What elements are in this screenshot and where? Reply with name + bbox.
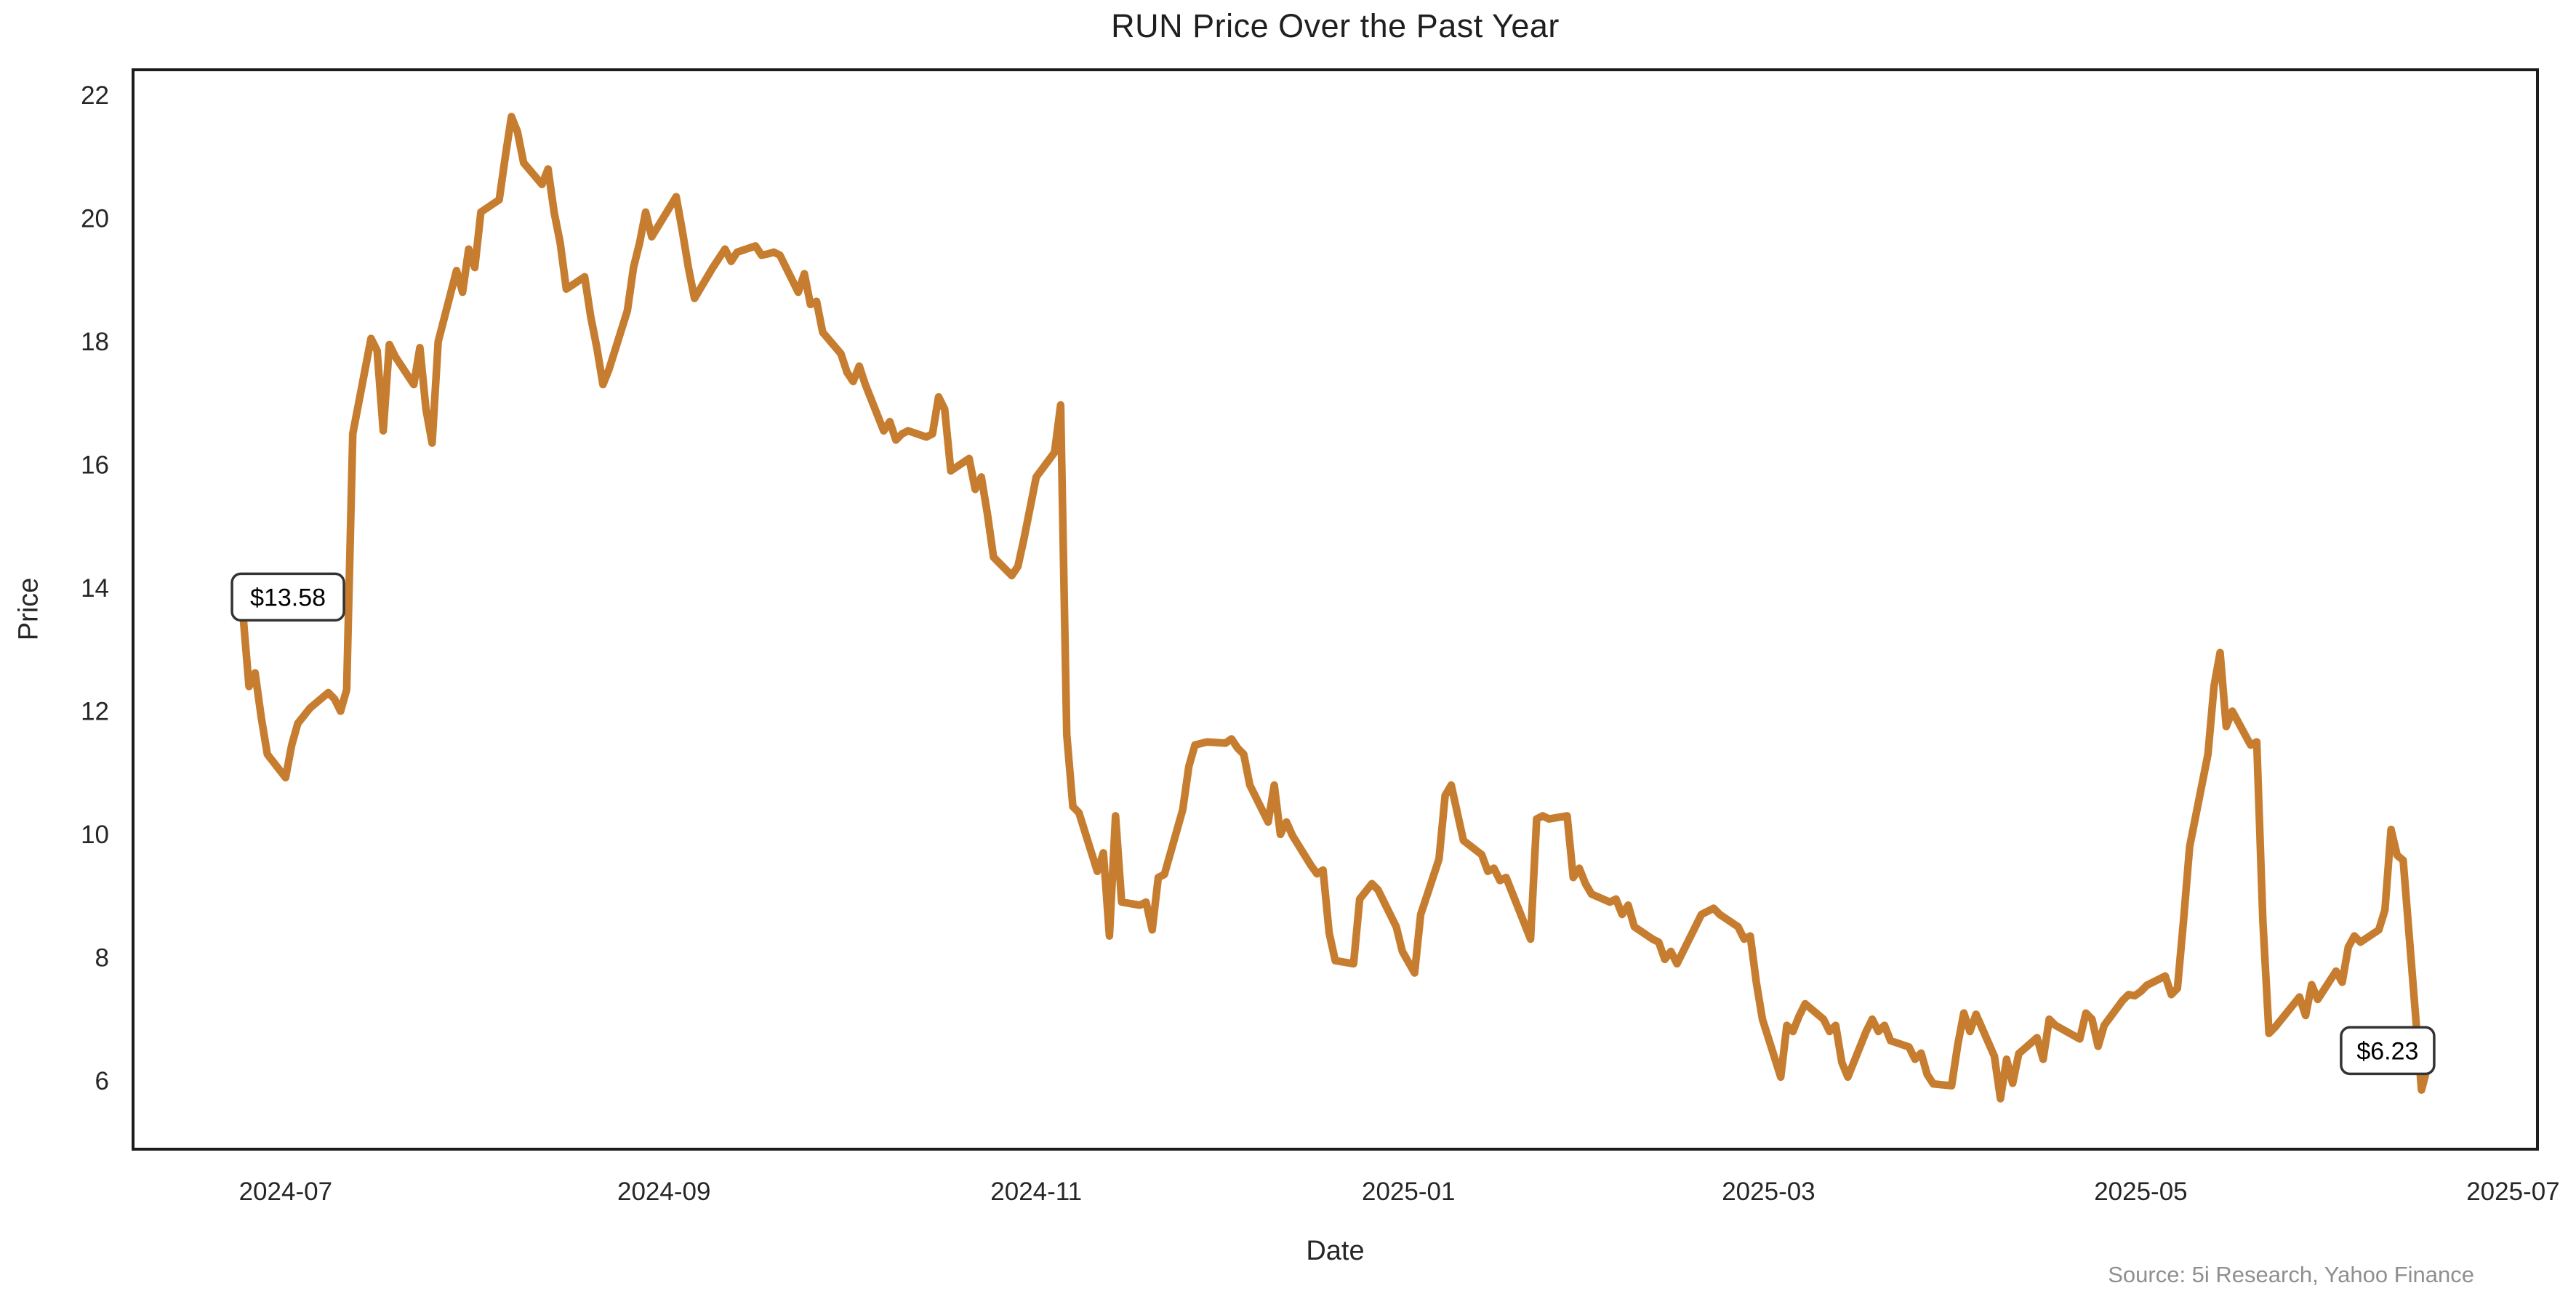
y-tick-label: 8 [95, 943, 109, 972]
y-tick-label: 22 [81, 81, 109, 110]
annotation-label: $6.23 [2356, 1037, 2418, 1065]
y-axis-label: Price [13, 577, 44, 641]
x-tick-label: 2025-01 [1362, 1178, 1455, 1206]
x-tick-label: 2025-07 [2466, 1178, 2559, 1206]
x-tick-label: 2025-05 [2094, 1178, 2187, 1206]
y-tick-label: 12 [81, 697, 109, 725]
chart-title: RUN Price Over the Past Year [1111, 7, 1560, 44]
y-tick-label: 18 [81, 328, 109, 356]
price-line [238, 113, 2432, 1103]
x-axis-label: Date [1306, 1236, 1365, 1266]
x-tick-label: 2024-09 [617, 1178, 710, 1206]
y-tick-label: 14 [81, 574, 109, 603]
annotation-box [2340, 1026, 2436, 1076]
y-tick-label: 16 [81, 451, 109, 479]
annotation-box [230, 572, 345, 622]
x-tick-label: 2025-03 [1722, 1178, 1815, 1206]
y-tick-label: 6 [95, 1067, 109, 1095]
x-tick-label: 2024-11 [990, 1178, 1082, 1206]
x-tick-label: 2024-07 [239, 1178, 332, 1206]
y-tick-label: 20 [81, 204, 109, 233]
annotation-label: $13.58 [250, 584, 326, 611]
axes-spines [132, 68, 2539, 1151]
y-tick-label: 10 [81, 821, 109, 849]
source-note: Source: 5i Research, Yahoo Finance [2108, 1262, 2474, 1287]
